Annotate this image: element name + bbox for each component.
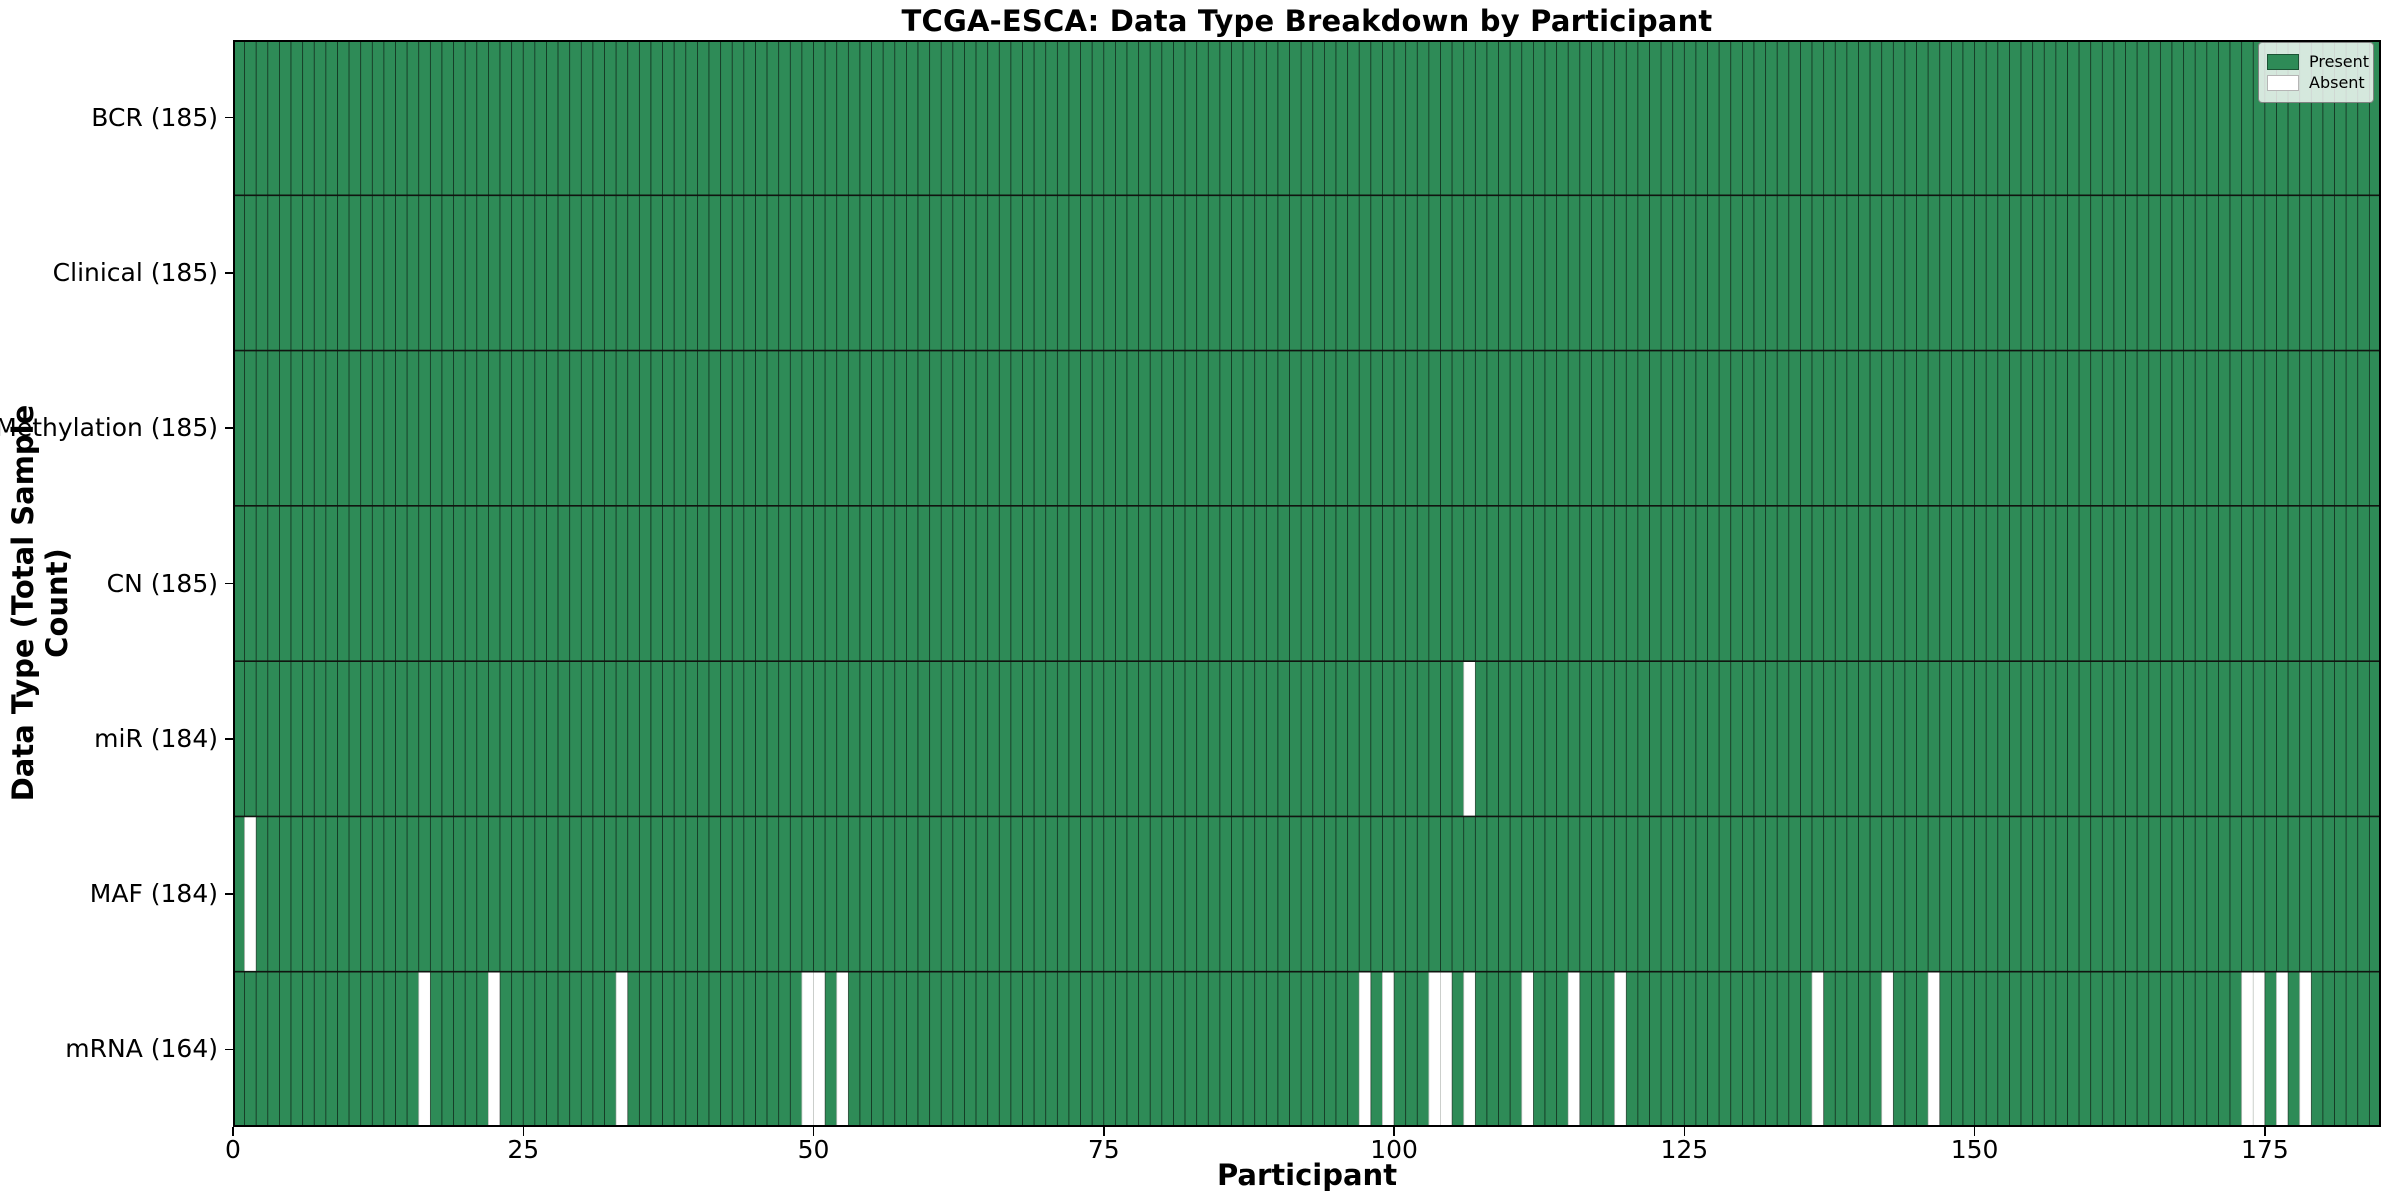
y-tickmark	[225, 738, 233, 740]
x-axis-label: Participant	[1216, 1158, 1398, 1192]
y-tickmark	[225, 582, 233, 585]
x-tickmark	[522, 1127, 525, 1136]
y-tick-label: CN (185)	[106, 568, 218, 598]
heatmap-row	[233, 350, 2381, 507]
x-tick-label: 150	[1950, 1135, 1999, 1164]
heatmap-row	[233, 194, 2381, 351]
x-tickmark	[1973, 1127, 1976, 1136]
present-swatch-icon	[2267, 54, 2299, 70]
x-tick-label: 50	[797, 1135, 830, 1164]
x-tickmark	[1683, 1127, 1686, 1136]
heatmap-row	[233, 505, 2381, 662]
x-tick-label: 125	[1660, 1135, 1709, 1164]
x-tick-label: 100	[1370, 1135, 1418, 1164]
heatmap-row	[233, 660, 2381, 817]
y-tick-label: MAF (184)	[89, 879, 218, 909]
heatmap-row	[233, 971, 2381, 1127]
x-tickmark	[1103, 1127, 1105, 1136]
heatmap-row	[233, 816, 2381, 973]
x-tick-label: 75	[1087, 1135, 1120, 1164]
y-tick-label: miR (184)	[94, 723, 218, 753]
legend-item-absent: Absent	[2267, 73, 2365, 92]
x-tickmark	[2264, 1127, 2266, 1136]
y-tick-label: Methylation (185)	[0, 413, 218, 443]
y-tickmark	[225, 1048, 233, 1051]
legend-item-present: Present	[2267, 53, 2369, 71]
x-tick-label: 175	[2241, 1135, 2289, 1164]
x-tickmark	[1393, 1127, 1395, 1136]
x-tickmark	[812, 1127, 815, 1136]
y-tickmark	[225, 272, 233, 274]
y-axis-label: Data Type (Total Sample Count)	[6, 404, 74, 802]
y-tickmark	[225, 427, 233, 429]
axes-border	[233, 40, 2381, 1127]
y-tick-label: mRNA (164)	[65, 1034, 218, 1064]
y-tick-label: Clinical (185)	[52, 257, 218, 287]
x-tick-label: 25	[507, 1135, 540, 1164]
heatmap	[233, 40, 2381, 1127]
y-tick-label: BCR (185)	[91, 102, 218, 132]
y-tickmark	[225, 116, 233, 119]
absent-swatch-icon	[2267, 75, 2299, 91]
x-tickmark	[232, 1127, 234, 1136]
x-tick-label: 0	[225, 1135, 241, 1164]
heatmap-row	[233, 40, 2381, 196]
y-tickmark	[225, 893, 233, 895]
legend-label-present: Present	[2309, 52, 2370, 71]
legend: Present Absent	[2258, 42, 2374, 103]
legend-label-absent: Absent	[2309, 73, 2365, 92]
chart-title: TCGA-ESCA: Data Type Breakdown by Partic…	[901, 4, 1713, 38]
